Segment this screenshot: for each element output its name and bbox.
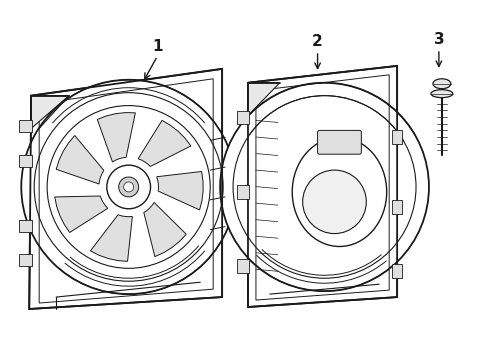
Circle shape (119, 177, 138, 197)
Bar (391, 264, 401, 278)
Polygon shape (97, 113, 135, 162)
Circle shape (123, 182, 133, 192)
Ellipse shape (430, 90, 452, 98)
Bar (391, 130, 401, 144)
Polygon shape (247, 66, 396, 307)
Polygon shape (138, 120, 190, 166)
Bar (19, 220, 32, 231)
Text: 1: 1 (152, 39, 163, 54)
Polygon shape (55, 196, 108, 233)
Text: 3: 3 (433, 32, 443, 46)
Bar (237, 111, 248, 125)
Circle shape (220, 83, 428, 291)
Polygon shape (247, 83, 279, 116)
FancyBboxPatch shape (317, 130, 361, 154)
Circle shape (21, 80, 236, 294)
Bar (391, 200, 401, 214)
Bar (19, 255, 32, 266)
Bar (19, 121, 32, 132)
Bar (237, 185, 248, 199)
Polygon shape (31, 96, 69, 129)
Bar (237, 260, 248, 273)
Polygon shape (29, 69, 222, 309)
Polygon shape (156, 171, 203, 210)
Ellipse shape (292, 137, 386, 247)
Ellipse shape (432, 79, 450, 89)
Bar (19, 155, 32, 167)
Text: 2: 2 (311, 33, 322, 49)
Circle shape (302, 170, 366, 234)
Polygon shape (56, 135, 103, 184)
Polygon shape (90, 215, 132, 261)
Circle shape (106, 165, 150, 209)
Polygon shape (143, 202, 186, 257)
